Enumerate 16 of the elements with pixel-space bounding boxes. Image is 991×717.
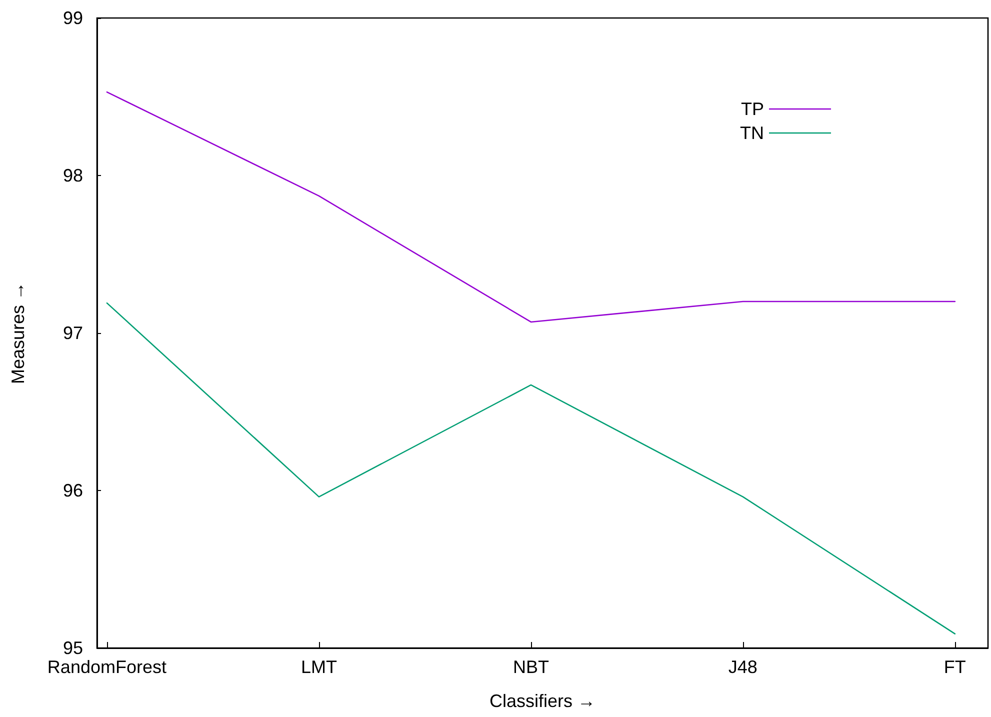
- x-tick-label: J48: [728, 657, 758, 677]
- y-tick-label: 98: [62, 166, 83, 186]
- y-tick-label: 99: [62, 8, 83, 28]
- legend-label: TN: [740, 123, 764, 143]
- x-tick-label: LMT: [300, 657, 337, 677]
- x-axis-title: Classifiers →: [489, 691, 596, 711]
- y-tick-label: 96: [62, 480, 83, 500]
- legend-label: TP: [740, 99, 764, 119]
- line-series: [106, 91, 956, 323]
- x-tick-label: RandomForest: [47, 657, 166, 677]
- x-tick-label: NBT: [512, 657, 549, 677]
- line-series: [106, 302, 956, 634]
- y-axis-title: Measures →: [8, 282, 28, 384]
- y-tick-label: 95: [62, 638, 83, 658]
- x-tick-label: FT: [944, 657, 966, 677]
- y-tick-label: 97: [62, 323, 83, 343]
